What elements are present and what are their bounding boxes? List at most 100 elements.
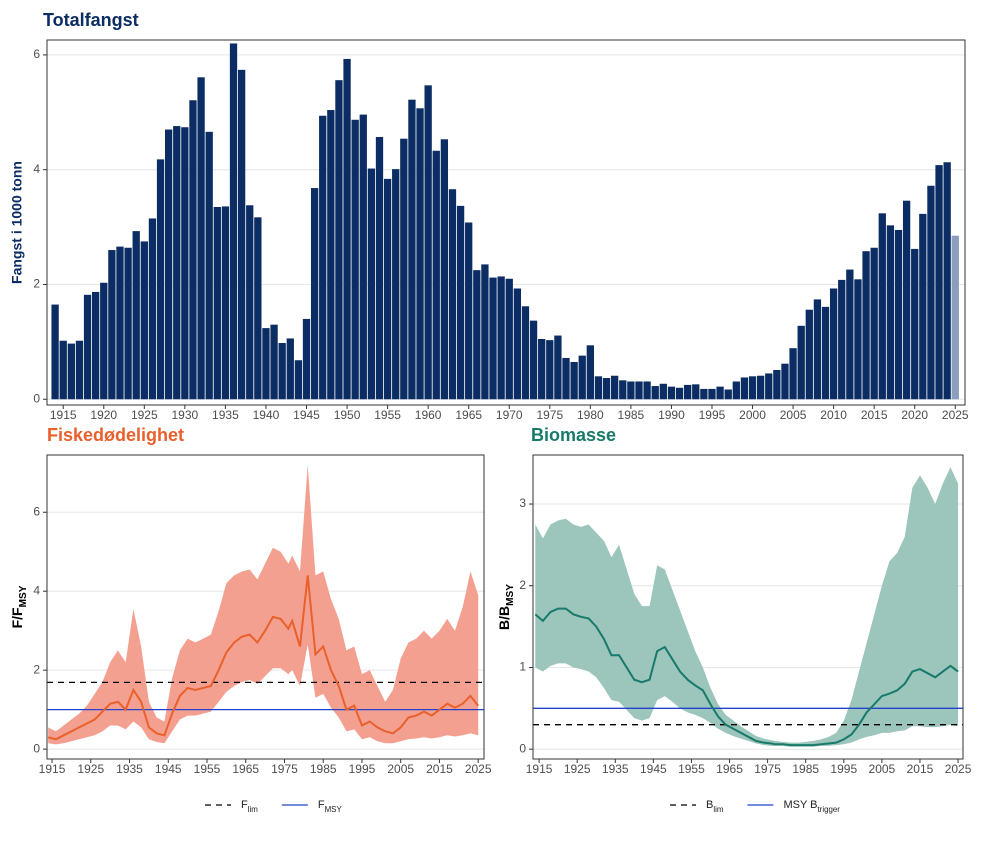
bar: [902, 200, 911, 400]
bar: [797, 325, 805, 400]
x-tick-label: 1985: [310, 762, 337, 776]
bar: [367, 168, 376, 400]
bar: [302, 318, 311, 400]
bar: [700, 388, 708, 400]
legend-label-part: MSY: [325, 805, 343, 814]
bar: [246, 205, 254, 400]
x-tick-label: 1975: [536, 408, 563, 422]
bar: [846, 269, 854, 400]
bar: [132, 231, 140, 400]
bar: [684, 384, 692, 400]
bar: [229, 43, 238, 400]
bar: [375, 136, 384, 400]
x-tick-label: 1945: [155, 762, 182, 776]
x-tick-label: 1955: [374, 408, 401, 422]
bar: [335, 80, 343, 400]
bar: [562, 357, 570, 400]
bar: [408, 99, 416, 400]
x-tick-label: 1935: [116, 762, 143, 776]
bar: [708, 388, 716, 400]
panel-title: Biomasse: [531, 425, 616, 445]
y-tick-label: 6: [33, 504, 40, 518]
legend-label-part: F: [318, 799, 325, 811]
bar: [740, 377, 749, 400]
x-tick-label: 1940: [253, 408, 280, 422]
y-tick-label: 0: [33, 741, 40, 755]
bar: [100, 282, 108, 400]
bar: [659, 383, 667, 400]
bar: [821, 306, 830, 400]
bar: [578, 355, 586, 400]
bar: [894, 229, 903, 400]
x-tick-label: 1980: [577, 408, 604, 422]
x-tick-label: 1965: [716, 762, 743, 776]
bar: [667, 386, 676, 400]
legend-label: FMSY: [318, 799, 343, 814]
x-tick-label: 1935: [212, 408, 239, 422]
panel-border: [532, 454, 964, 760]
bar: [489, 277, 497, 400]
y-tick-label: 4: [33, 162, 40, 176]
x-tick-label: 1995: [699, 408, 726, 422]
bar: [92, 291, 100, 400]
bar: [627, 381, 635, 400]
x-tick-label: 1965: [232, 762, 259, 776]
x-tick-label: 1920: [90, 408, 117, 422]
x-tick-label: 1915: [39, 762, 66, 776]
bar: [862, 251, 870, 400]
bar: [748, 376, 757, 400]
bar: [383, 178, 392, 400]
x-tick-label: 1945: [293, 408, 320, 422]
y-tick-label: 3: [519, 496, 526, 510]
y-axis-label: F/FMSY: [9, 585, 29, 628]
y-tick-label: 6: [33, 47, 40, 61]
legend-label: MSY Btrigger: [783, 799, 840, 814]
y-tick-label: 2: [33, 277, 40, 291]
uncertainty-band: [535, 467, 959, 747]
x-tick-label: 1925: [131, 408, 158, 422]
x-tick-label: 1925: [77, 762, 104, 776]
bar: [319, 115, 327, 400]
bar: [870, 247, 878, 400]
y-tick-label: 0: [519, 741, 526, 755]
bar: [497, 276, 505, 400]
bar: [538, 339, 546, 400]
bar: [424, 85, 432, 400]
bar: [651, 386, 659, 400]
bar: [473, 270, 481, 400]
legend-label-part: MSY B: [783, 799, 817, 811]
x-tick-label: 1975: [754, 762, 781, 776]
bar: [83, 294, 92, 400]
bar: [432, 150, 440, 400]
bar: [270, 324, 278, 400]
x-tick-label: 2005: [387, 762, 414, 776]
bar: [205, 131, 213, 400]
bar: [351, 119, 359, 400]
line: [534, 607, 959, 747]
bar: [951, 235, 959, 400]
y-axis-label: B/BMSY: [496, 584, 516, 630]
bar: [513, 288, 522, 400]
bar: [781, 363, 789, 400]
legend-label-part: trigger: [817, 805, 840, 814]
bar: [124, 247, 132, 400]
bar: [164, 129, 173, 400]
bar: [156, 159, 165, 400]
bar: [67, 343, 75, 400]
bar: [919, 213, 927, 400]
panel-title: Totalfangst: [43, 10, 139, 30]
bar: [262, 328, 270, 400]
panel-border: [46, 454, 485, 760]
legend-label-part: B: [706, 799, 713, 811]
bar: [456, 205, 465, 400]
bar: [181, 127, 189, 400]
bar: [529, 320, 538, 400]
x-tick-label: 1915: [50, 408, 77, 422]
x-tick-label: 2005: [869, 762, 896, 776]
y-axis-label-part: MSY: [18, 585, 29, 607]
uncertainty-band: [48, 464, 479, 745]
legend-label-part: lim: [713, 805, 724, 814]
y-tick-label: 2: [33, 662, 40, 676]
x-tick-label: 1915: [526, 762, 553, 776]
